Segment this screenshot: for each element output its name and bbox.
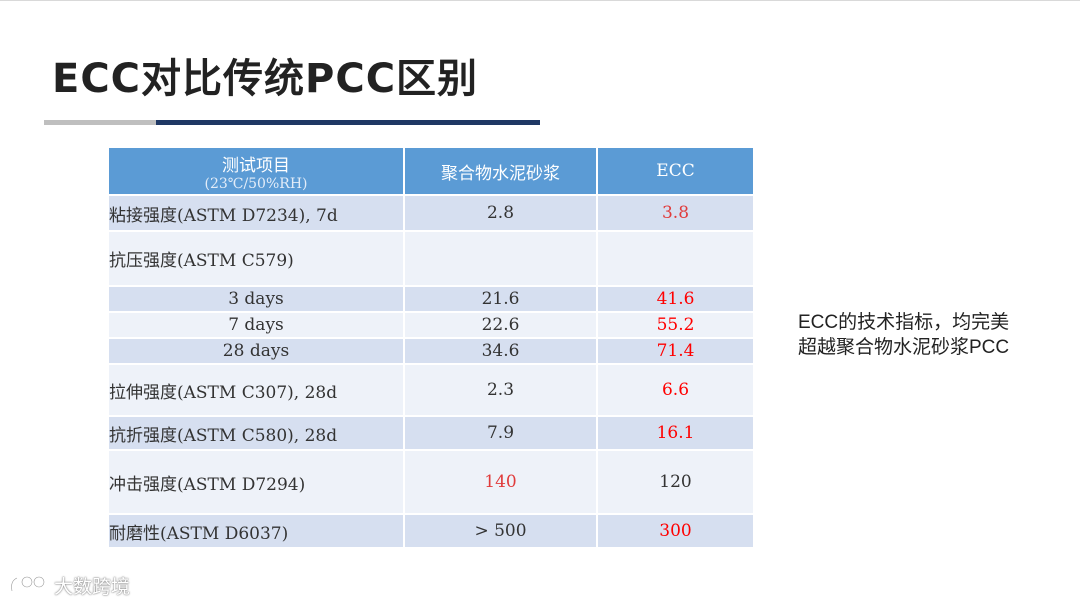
ecc-value: 55.2 [596,311,755,339]
header-item-condition: (23℃/50%RH) [204,175,308,192]
header-polymer-mortar: 聚合物水泥砂浆 [403,146,598,196]
comparison-table: 测试项目 (23℃/50%RH) 聚合物水泥砂浆 ECC 粘接强度(ASTM D… [107,146,755,549]
ecc-value: 71.4 [596,337,755,365]
ecc-value: 16.1 [596,415,755,451]
table-row: 3 days 21.6 41.6 [107,285,755,313]
header-item-label: 测试项目 [222,155,290,176]
row-label: 7 days [107,311,405,339]
ecc-value: 6.6 [596,363,755,417]
row-label: 3 days [107,285,405,313]
title-underline-blue [156,120,540,125]
table-row: 耐磨性(ASTM D6037) > 500 300 [107,513,755,549]
polymer-value: 140 [403,449,598,515]
logo-icon [10,575,46,591]
watermark-logo: 大数跨境 [8,572,130,599]
side-note: ECC的技术指标，均完美超越聚合物水泥砂浆PCC [798,312,1010,358]
table-row: 粘接强度(ASTM D7234), 7d 2.8 3.8 [107,194,755,232]
row-label: 抗折强度(ASTM C580), 28d [107,415,405,451]
header-ecc: ECC [596,146,755,196]
polymer-value: 2.3 [403,363,598,417]
ecc-value: 41.6 [596,285,755,313]
table-row: 拉伸强度(ASTM C307), 28d 2.3 6.6 [107,363,755,417]
polymer-value: 21.6 [403,285,598,313]
table-row: 28 days 34.6 71.4 [107,337,755,365]
polymer-value [403,230,598,287]
table-row: 冲击强度(ASTM D7294) 140 120 [107,449,755,515]
row-label: 抗压强度(ASTM C579) [107,230,405,287]
ecc-value: 120 [596,449,755,515]
watermark-text: 大数跨境 [54,576,131,598]
top-border [0,0,1080,1]
ecc-value [596,230,755,287]
polymer-value: > 500 [403,513,598,549]
row-label: 耐磨性(ASTM D6037) [107,513,405,549]
table-row: 抗折强度(ASTM C580), 28d 7.9 16.1 [107,415,755,451]
table-row: 抗压强度(ASTM C579) [107,230,755,287]
row-label: 粘接强度(ASTM D7234), 7d [107,194,405,232]
ecc-value: 300 [596,513,755,549]
title-underline-gray [44,120,156,125]
table-row: 7 days 22.6 55.2 [107,311,755,339]
slide-title: ECC对比传统PCC区别 [52,56,479,102]
table-header-row: 测试项目 (23℃/50%RH) 聚合物水泥砂浆 ECC [107,146,755,196]
row-label: 拉伸强度(ASTM C307), 28d [107,363,405,417]
header-test-item: 测试项目 (23℃/50%RH) [107,146,405,196]
polymer-value: 34.6 [403,337,598,365]
polymer-value: 7.9 [403,415,598,451]
polymer-value: 22.6 [403,311,598,339]
ecc-value: 3.8 [596,194,755,232]
polymer-value: 2.8 [403,194,598,232]
row-label: 冲击强度(ASTM D7294) [107,449,405,515]
row-label: 28 days [107,337,405,365]
